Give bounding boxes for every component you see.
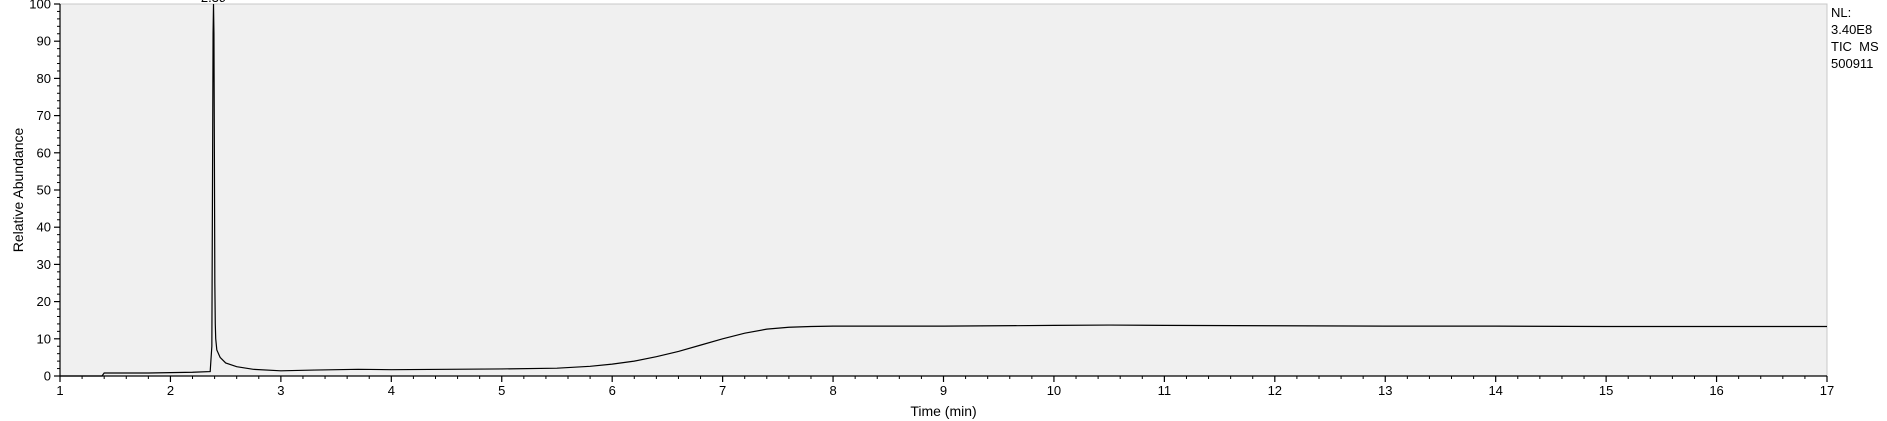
y-tick-label: 60 (37, 145, 51, 160)
y-tick-label: 30 (37, 257, 51, 272)
plot-area (59, 3, 1828, 377)
x-axis-title: Time (min) (910, 403, 976, 419)
x-tick-label: 16 (1709, 383, 1723, 398)
y-tick-label: 10 (37, 331, 51, 346)
x-tick-label: 4 (388, 383, 395, 398)
x-tick-label: 17 (1820, 383, 1834, 398)
x-tick-label: 11 (1158, 383, 1172, 398)
x-tick-label: 8 (829, 383, 836, 398)
y-tick-label: 70 (37, 108, 51, 123)
x-tick-label: 10 (1047, 383, 1061, 398)
y-axis-title: Relative Abundance (10, 128, 26, 253)
y-tick-label: 40 (37, 220, 51, 235)
x-tick-label: 3 (277, 383, 284, 398)
x-tick-label: 14 (1488, 383, 1502, 398)
x-tick-label: 7 (719, 383, 726, 398)
x-tick-label: 6 (609, 383, 616, 398)
x-tick-label: 15 (1599, 383, 1613, 398)
tic-trace-line (60, 3, 1827, 377)
peak-annotation: 2.39 (201, 0, 226, 5)
y-tick-label: 90 (37, 34, 51, 49)
x-tick-label: 9 (940, 383, 947, 398)
x-tick-label: 12 (1268, 383, 1282, 398)
y-tick-label: 80 (37, 71, 51, 86)
y-tick-label: 0 (44, 369, 51, 384)
nl-value: 3.40E8 (1831, 22, 1873, 37)
sample-id: 500911 (1831, 56, 1874, 71)
x-tick-label: 1 (56, 383, 63, 398)
y-tick-label: 100 (29, 0, 51, 12)
scan-type: TIC MS (1831, 39, 1879, 54)
y-tick-label: 50 (37, 183, 51, 198)
x-tick-label: 13 (1378, 383, 1392, 398)
y-tick-label: 20 (37, 294, 51, 309)
x-tick-label: 5 (498, 383, 505, 398)
nl-label: NL: (1831, 5, 1852, 20)
x-tick-label: 2 (167, 383, 174, 398)
